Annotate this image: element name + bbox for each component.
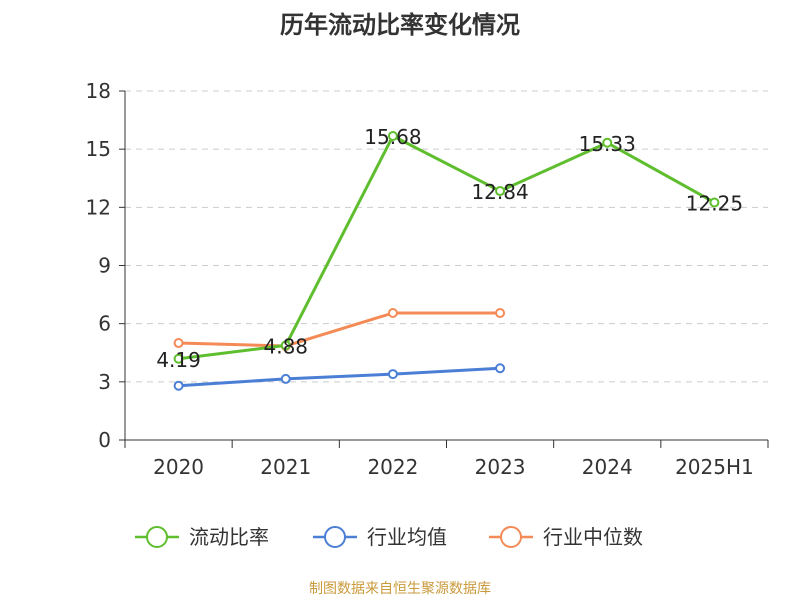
data-point[interactable] <box>495 308 506 319</box>
y-tick-label: 15 <box>86 137 111 161</box>
data-point[interactable] <box>387 130 398 141</box>
data-label: 12.25 <box>686 191 743 215</box>
y-tick-label: 6 <box>98 312 111 336</box>
x-tick-label: 2020 <box>153 455 204 479</box>
x-tick-label: 2021 <box>260 455 311 479</box>
data-labels: 4.19 4.88 15.68 12.84 15.33 12.25 <box>156 125 743 372</box>
legend-item[interactable]: 行业中位数 <box>489 525 643 549</box>
y-tick-label: 3 <box>98 370 111 394</box>
legend-item[interactable]: 行业均值 <box>313 525 447 549</box>
x-tick-label: 2025H1 <box>675 455 754 479</box>
data-label: 4.88 <box>263 334 308 358</box>
data-label: 4.19 <box>156 348 201 372</box>
data-label: 15.33 <box>579 132 636 156</box>
legend-item[interactable]: 流动比率 <box>135 525 269 549</box>
data-point[interactable] <box>495 186 506 197</box>
x-tick-label: 2022 <box>367 455 418 479</box>
series-line <box>178 311 501 348</box>
legend-label: 行业中位数 <box>543 525 643 549</box>
series-line <box>178 366 501 388</box>
legend-label: 行业均值 <box>367 525 447 549</box>
data-point[interactable] <box>709 197 720 208</box>
legend-marker-icon <box>146 526 168 548</box>
legend-marker-icon <box>500 526 522 548</box>
y-tick-label: 12 <box>86 195 111 219</box>
data-point[interactable] <box>173 353 184 364</box>
data-point[interactable] <box>280 340 291 351</box>
data-point[interactable] <box>280 373 291 384</box>
source-note: 制图数据来自恒生聚源数据库 <box>309 581 491 597</box>
data-label: 12.84 <box>471 180 528 204</box>
chart-title: 历年流动比率变化情况 <box>280 11 520 39</box>
series-lines <box>173 130 720 391</box>
gridlines <box>125 90 768 383</box>
y-tick-label: 0 <box>98 428 111 452</box>
legend-marker-icon <box>324 526 346 548</box>
axes: 0 3 6 9 12 15 18 2020 2021 2022 2023 2024 2025H1 <box>86 79 769 479</box>
x-tick-label: 2023 <box>475 455 526 479</box>
data-point[interactable] <box>387 369 398 380</box>
data-point[interactable] <box>387 308 398 319</box>
y-tick-label: 18 <box>86 79 111 103</box>
legend[interactable]: 流动比率 行业均值 行业中位数 <box>135 525 643 549</box>
data-point[interactable] <box>173 380 184 391</box>
legend-label: 流动比率 <box>189 525 269 549</box>
data-label: 15.68 <box>364 125 421 149</box>
series-line <box>178 134 716 361</box>
data-point[interactable] <box>602 137 613 148</box>
y-tick-label: 9 <box>98 254 111 278</box>
x-tick-label: 2024 <box>582 455 633 479</box>
data-point[interactable] <box>495 363 506 374</box>
data-point[interactable] <box>173 338 184 349</box>
